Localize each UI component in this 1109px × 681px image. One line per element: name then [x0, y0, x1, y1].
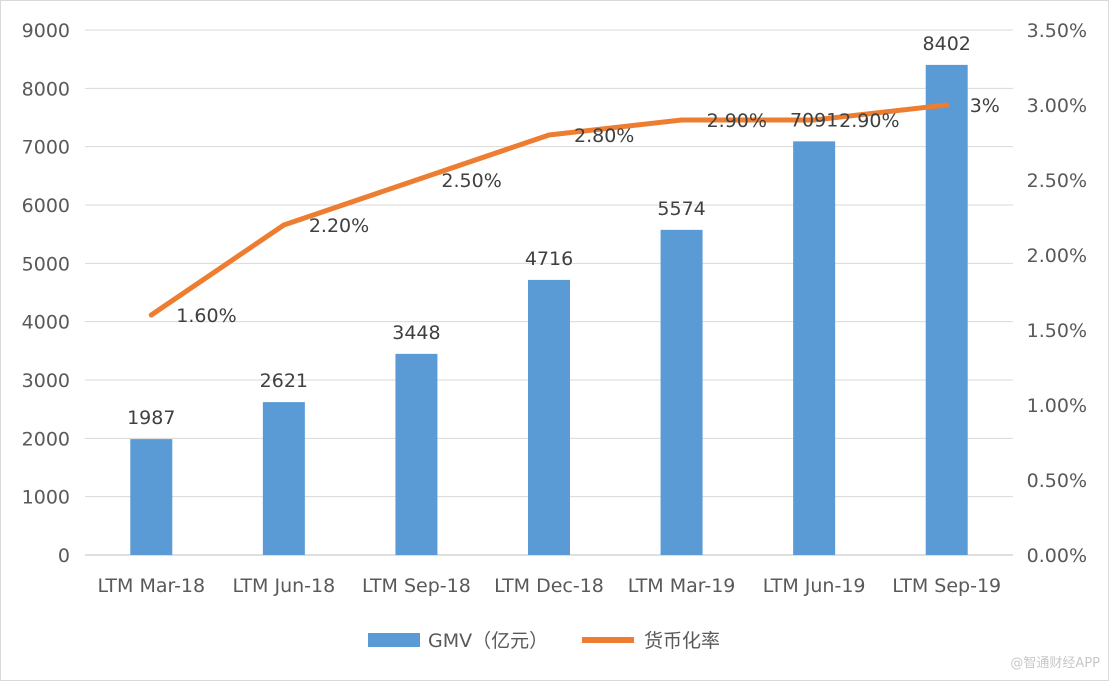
x-axis: LTM Mar-18 LTM Jun-18 LTM Sep-18 LTM Dec-18…: [97, 575, 1001, 597]
monetization-labels: 1.60% 2.20% 2.50% 2.80% 2.90% 2.90% 3%: [176, 95, 1000, 327]
gmv-bar: [925, 64, 968, 555]
left-tick-label: 5000: [22, 253, 70, 275]
monetization-point: [148, 312, 154, 318]
gmv-bar: [528, 279, 570, 555]
monetization-label: 2.80%: [574, 125, 634, 147]
legend: GMV（亿元） 货币化率: [368, 630, 720, 652]
monetization-label: 2.90%: [839, 110, 899, 132]
x-tick-label: LTM Mar-18: [97, 575, 205, 597]
monetization-point: [546, 132, 552, 138]
right-tick-label: 3.50%: [1027, 20, 1087, 42]
gridlines: [85, 29, 1013, 556]
monetization-point: [281, 222, 287, 228]
left-tick-label: 4000: [22, 312, 70, 334]
legend-line-swatch: [582, 637, 634, 643]
gmv-bar: [660, 229, 703, 555]
monetization-line: [148, 102, 950, 318]
x-tick-label: LTM Sep-18: [362, 575, 471, 597]
monetization-label: 2.50%: [441, 170, 501, 192]
gmv-bar-label: 8402: [923, 33, 971, 55]
left-tick-label: 7000: [22, 137, 70, 159]
gmv-bar-label: 2621: [260, 370, 308, 392]
monetization-point: [944, 102, 950, 108]
gmv-bars: [130, 64, 968, 555]
left-tick-label: 2000: [22, 428, 70, 450]
gmv-bar: [793, 141, 836, 555]
right-tick-label: 3.00%: [1027, 95, 1087, 117]
monetization-label: 2.20%: [309, 215, 369, 237]
monetization-point: [811, 117, 817, 123]
monetization-point: [413, 177, 419, 183]
right-tick-label: 2.50%: [1027, 170, 1087, 192]
x-tick-label: LTM Jun-19: [763, 575, 866, 597]
monetization-label: 1.60%: [176, 305, 236, 327]
gmv-bar-label: 1987: [127, 407, 175, 429]
gmv-bar-label: 3448: [392, 322, 440, 344]
legend-monetization-label: 货币化率: [644, 630, 720, 652]
left-tick-label: 6000: [22, 195, 70, 217]
gmv-bar-label: 7091: [790, 109, 838, 131]
legend-gmv-label: GMV（亿元）: [428, 630, 548, 652]
gmv-bar-labels: 1987 2621 3448 4716 5574 7091 8402: [127, 33, 971, 429]
left-axis: 0 1000 2000 3000 4000 5000 6000 7000 8000 9000: [22, 20, 70, 567]
watermark: @智通财经APP: [1010, 656, 1100, 671]
x-tick-label: LTM Mar-19: [628, 575, 736, 597]
monetization-label: 2.90%: [707, 110, 767, 132]
gmv-bar-label: 4716: [525, 248, 573, 270]
right-tick-label: 1.50%: [1027, 320, 1087, 342]
left-tick-label: 8000: [22, 78, 70, 100]
right-tick-label: 0.50%: [1027, 470, 1087, 492]
left-tick-label: 0: [58, 545, 70, 567]
gmv-bar: [395, 353, 438, 555]
legend-bar-swatch: [368, 633, 420, 647]
x-tick-label: LTM Jun-18: [232, 575, 335, 597]
left-tick-label: 9000: [22, 20, 70, 42]
right-tick-label: 0.00%: [1027, 545, 1087, 567]
left-tick-label: 3000: [22, 370, 70, 392]
gmv-bar: [130, 439, 173, 555]
left-tick-label: 1000: [22, 487, 70, 509]
x-tick-label: LTM Sep-19: [892, 575, 1001, 597]
gmv-bar: [262, 402, 305, 555]
right-axis: 0.00% 0.50% 1.00% 1.50% 2.00% 2.50% 3.00% 3.50%: [1027, 20, 1087, 567]
monetization-label: 3%: [970, 95, 1000, 117]
monetization-point: [679, 117, 685, 123]
right-tick-label: 2.00%: [1027, 245, 1087, 267]
right-tick-label: 1.00%: [1027, 395, 1087, 417]
gmv-bar-label: 5574: [657, 198, 705, 220]
x-tick-label: LTM Dec-18: [494, 575, 604, 597]
